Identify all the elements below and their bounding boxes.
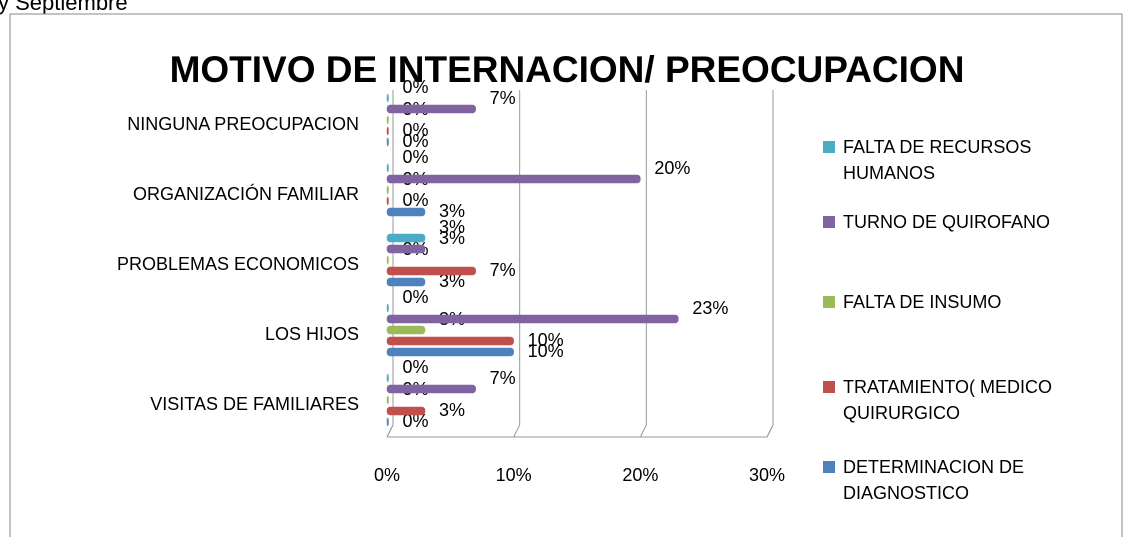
header-text: y Septiembre (0, 0, 128, 15)
value-label: 3% (439, 271, 465, 291)
bar (386, 163, 389, 173)
bar (386, 406, 426, 416)
grid-line (639, 90, 647, 438)
value-label: 0% (403, 190, 429, 210)
grid-line (766, 90, 774, 438)
chart-frame (9, 13, 1123, 537)
x-tick-label: 0% (374, 465, 400, 485)
bar (386, 137, 389, 147)
legend-label: DETERMINACION DE DIAGNOSTICO (843, 457, 1025, 503)
bar (386, 417, 389, 427)
bar (386, 347, 514, 357)
value-label: 20% (654, 158, 690, 178)
value-label: 0% (403, 77, 429, 97)
bar (386, 115, 389, 125)
bar (386, 126, 389, 136)
bar (386, 336, 514, 346)
bar (386, 314, 679, 324)
y-tick-label: LOS HIJOS (265, 324, 359, 344)
bar (386, 233, 426, 243)
bar (386, 244, 426, 254)
x-tick-label: 20% (622, 465, 658, 485)
value-label: 7% (490, 88, 516, 108)
bar (386, 266, 476, 276)
value-label: 3% (439, 400, 465, 420)
grid-line (386, 90, 394, 438)
legend-swatch (823, 461, 835, 473)
value-label: 10% (528, 341, 564, 361)
value-label: 10% (528, 330, 564, 350)
legend-swatch (823, 381, 835, 393)
value-label: 7% (490, 368, 516, 388)
value-label: 0% (403, 147, 429, 167)
value-label: 7% (490, 260, 516, 280)
legend-label: FALTA DE RECURSOS HUMANOS (843, 137, 1032, 183)
grid-line (513, 90, 521, 438)
legend-swatch (823, 216, 835, 228)
axis-floor (387, 424, 774, 438)
legend-label: TURNO DE QUIROFANO (843, 212, 1051, 232)
y-tick-label: PROBLEMAS ECONOMICOS (117, 254, 359, 274)
y-tick-label: NINGUNA PREOCUPACION (127, 114, 359, 134)
value-label: 23% (692, 298, 728, 318)
legend-swatch (823, 296, 835, 308)
value-label: 3% (439, 228, 465, 248)
bar (386, 325, 426, 335)
chart-title: MOTIVO DE INTERNACION/ PREOCUPACION (170, 49, 965, 90)
bar (386, 255, 389, 265)
legend-label: TRATAMIENTO( MEDICO QUIRURGICO (843, 377, 1052, 423)
value-label: 0% (403, 120, 429, 140)
value-label: 0% (403, 287, 429, 307)
bar (386, 303, 389, 313)
bar (386, 277, 426, 287)
bar (386, 174, 641, 184)
bar (386, 384, 476, 394)
bar (386, 104, 476, 114)
bar (386, 395, 389, 405)
bar (386, 185, 389, 195)
bar (386, 196, 389, 206)
value-label: 0% (403, 411, 429, 431)
value-label: 0% (403, 131, 429, 151)
legend-label: FALTA DE INSUMO (843, 292, 1002, 312)
value-label: 3% (439, 217, 465, 237)
y-tick-label: VISITAS DE FAMILIARES (150, 394, 359, 414)
y-tick-label: ORGANIZACIÓN FAMILIAR (133, 183, 359, 204)
x-tick-label: 10% (496, 465, 532, 485)
x-tick-label: 30% (749, 465, 785, 485)
value-label: 0% (403, 357, 429, 377)
bar (386, 207, 426, 217)
legend-swatch (823, 141, 835, 153)
bar (386, 93, 389, 103)
value-label: 3% (439, 201, 465, 221)
bar (386, 373, 389, 383)
